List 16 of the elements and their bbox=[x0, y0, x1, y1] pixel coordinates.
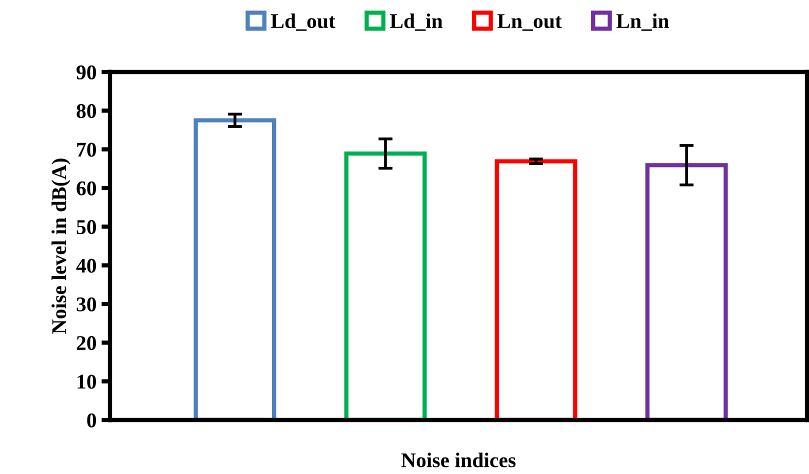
legend-label: Ld_in bbox=[390, 13, 443, 31]
y-tick-label: 40 bbox=[76, 258, 96, 273]
x-axis-title: Noise indices bbox=[401, 452, 516, 468]
legend-label: Ld_out bbox=[270, 13, 336, 31]
legend-label: Ln_out bbox=[497, 14, 562, 31]
y-tick-label: 60 bbox=[76, 181, 96, 196]
y-tick-label: 30 bbox=[76, 297, 96, 312]
y-tick-label: 10 bbox=[78, 374, 96, 389]
y-tick-label: 70 bbox=[77, 142, 96, 157]
y-tick-label: 80 bbox=[76, 104, 96, 118]
y-tick-label: 50 bbox=[76, 220, 96, 234]
y-tick-label: 0 bbox=[87, 413, 96, 428]
y-tick-label: 20 bbox=[76, 336, 96, 350]
y-axis-title: Noise level in dB(A) bbox=[52, 158, 70, 334]
y-tick-label: 90 bbox=[76, 65, 96, 80]
legend-label: Ln_in bbox=[616, 13, 670, 31]
